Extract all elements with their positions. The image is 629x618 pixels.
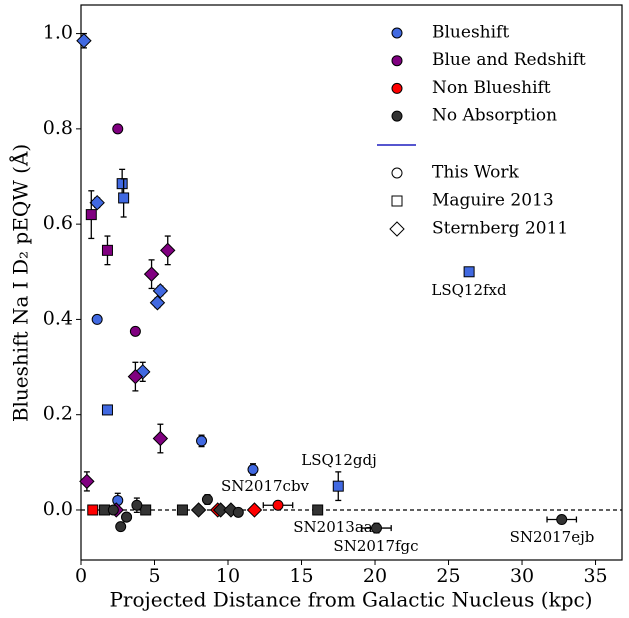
x-tick-label: 25	[436, 565, 460, 587]
x-tick-label: 10	[216, 565, 240, 587]
point	[121, 511, 133, 523]
x-axis-label: Projected Distance from Galactic Nucleus…	[109, 588, 592, 612]
annotation: LSQ12fxd	[431, 281, 507, 299]
plot-frame	[80, 4, 623, 561]
point	[131, 499, 143, 511]
point	[101, 244, 113, 256]
point	[246, 502, 263, 518]
legend-label: No Absorption	[432, 106, 557, 126]
y-tick-label: 0.6	[43, 212, 73, 234]
annotation: SN2017ejb	[510, 528, 595, 546]
point	[152, 283, 169, 299]
annotation: SN2017fgc	[333, 537, 418, 555]
point	[196, 435, 208, 447]
point	[85, 209, 97, 221]
point	[556, 514, 568, 526]
y-tick-label: 1.0	[43, 22, 73, 44]
legend-label: Non Blueshift	[432, 78, 551, 98]
y-tick-label: 0.4	[43, 307, 73, 329]
legend-label: Blueshift	[432, 23, 509, 43]
point	[89, 194, 105, 211]
point	[272, 499, 284, 511]
x-tick-label: 30	[510, 565, 534, 587]
point	[176, 504, 188, 516]
point	[160, 242, 176, 259]
y-tick-label: 0.2	[43, 403, 73, 425]
point	[201, 493, 213, 505]
point	[127, 368, 144, 385]
point	[463, 266, 475, 278]
legend-marker	[391, 82, 403, 94]
point	[212, 502, 229, 518]
point	[87, 504, 99, 516]
point	[152, 430, 169, 447]
point	[112, 123, 124, 135]
annotation: LSQ12gdj	[301, 451, 376, 469]
point	[101, 404, 113, 416]
y-tick-label: 0.0	[43, 498, 73, 520]
legend-label: Maguire 2013	[432, 191, 554, 211]
legend-marker	[391, 167, 403, 179]
annotation: SN2013aa	[293, 518, 373, 536]
point	[247, 463, 259, 475]
point	[79, 473, 95, 490]
legend-label: Sternberg 2011	[432, 219, 568, 239]
legend-marker	[391, 110, 403, 122]
point	[115, 521, 127, 533]
legend-marker	[391, 55, 403, 67]
point	[140, 504, 152, 516]
point	[143, 266, 160, 282]
annotation: SN2017cbv	[221, 477, 310, 495]
point	[190, 502, 207, 518]
point	[129, 325, 141, 337]
point	[118, 192, 130, 204]
point	[332, 480, 344, 492]
point	[232, 506, 244, 518]
point	[149, 295, 166, 311]
point	[116, 178, 128, 190]
x-tick-label: 15	[289, 565, 313, 587]
point	[76, 33, 92, 49]
x-tick-label: 35	[583, 565, 607, 587]
x-tick-label: 20	[363, 565, 387, 587]
legend-label: This Work	[432, 163, 520, 183]
legend-marker	[391, 27, 403, 39]
point	[107, 504, 119, 516]
x-tick-label: 5	[148, 565, 160, 587]
legend-marker	[391, 195, 403, 207]
y-axis-label: Blueshift Na I D₂ pEQW (Å)	[8, 144, 33, 422]
point	[312, 504, 324, 516]
x-tick-label: 0	[75, 565, 87, 587]
legend-marker	[389, 221, 405, 237]
point	[91, 313, 103, 325]
point	[370, 522, 382, 534]
legend-label: Blue and Redshift	[432, 50, 586, 70]
y-tick-label: 0.8	[43, 117, 73, 139]
